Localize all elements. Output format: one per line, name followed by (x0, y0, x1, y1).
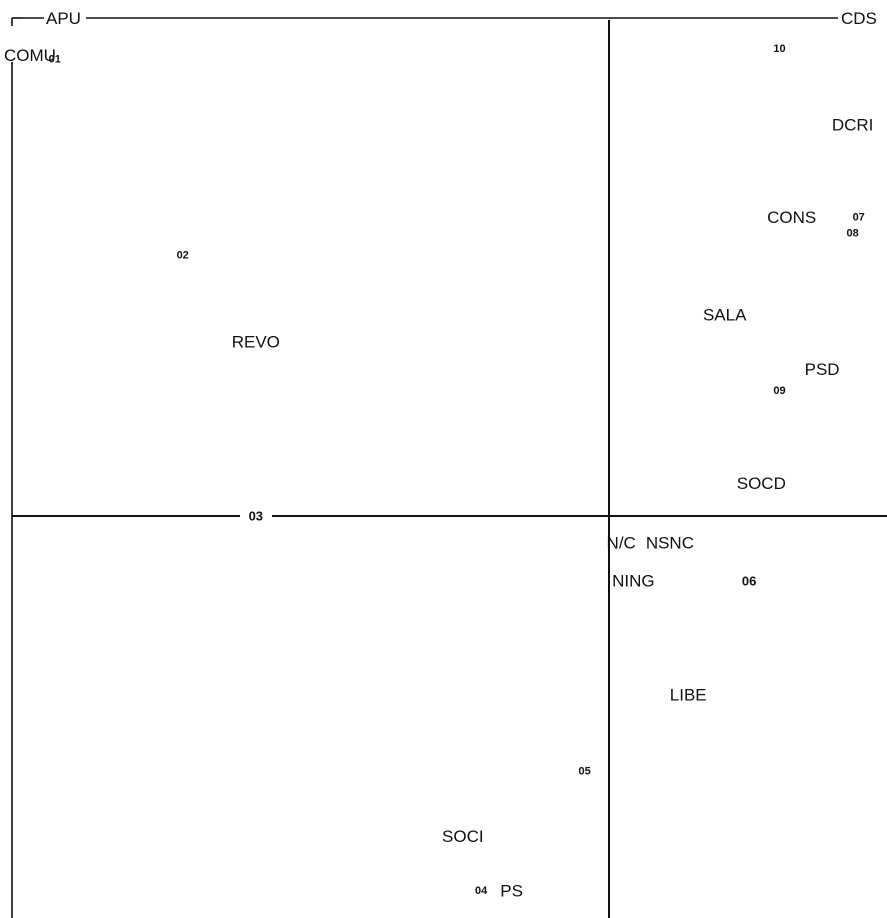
scale-point-09: 09 (773, 385, 785, 397)
scale-point-02: 02 (177, 249, 189, 261)
scale-point-04: 04 (475, 885, 488, 897)
scale-point-03: 03 (249, 509, 263, 524)
category-point-revo: REVO (232, 333, 280, 352)
category-point-nsnc: NSNC (646, 534, 694, 553)
category-point-sala: SALA (703, 306, 747, 325)
category-point-n-c: N/C (607, 534, 636, 553)
y-axis-top-end-label: COMU (4, 46, 56, 65)
category-point-cons: CONS (767, 208, 816, 227)
point-labels: REVO DCRI CONS SALA PSD SOCD N/C NSNC NING LIBE SO… (49, 43, 874, 900)
category-point-socd: SOCD (737, 474, 786, 493)
scale-point-05: 05 (578, 765, 590, 777)
category-point-ps: PS (500, 881, 523, 900)
category-point-psd: PSD (805, 360, 840, 379)
category-point-libe: LIBE (670, 686, 707, 705)
scale-point-10: 10 (773, 43, 785, 55)
scale-point-07: 07 (853, 211, 865, 223)
scale-point-01: 01 (49, 54, 61, 66)
category-point-dcri: DCRI (832, 115, 874, 134)
scale-point-08: 08 (846, 228, 858, 240)
x-axis-left-end-label: APU (46, 9, 81, 28)
plot-axes: APU CDS COMU (4, 9, 887, 918)
category-point-soci: SOCI (442, 827, 484, 846)
scale-point-06: 06 (742, 574, 756, 589)
category-point-ning: NING (612, 572, 655, 591)
x-axis-right-end-label: CDS (841, 9, 877, 28)
